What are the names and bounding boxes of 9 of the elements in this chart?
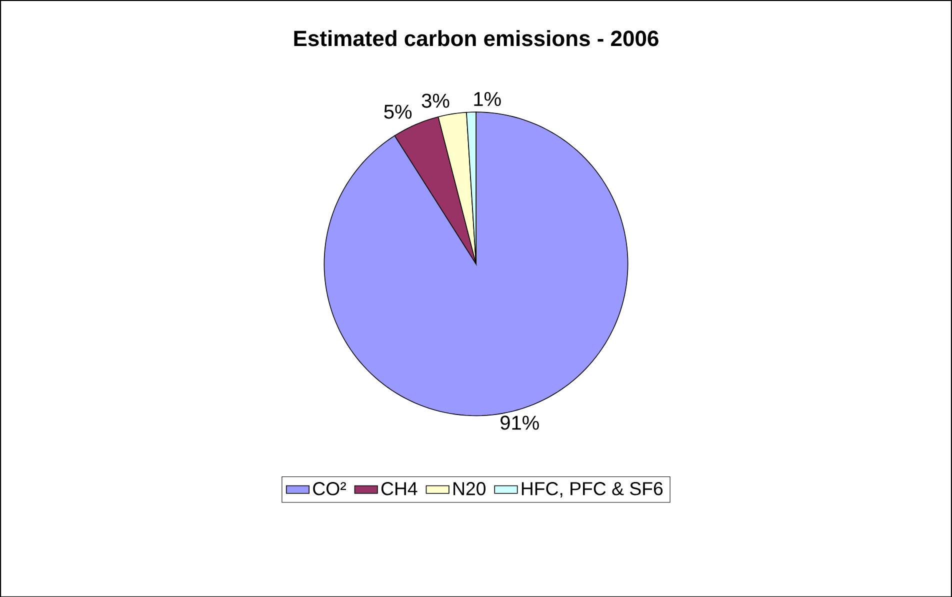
legend-label: N20 bbox=[454, 482, 486, 496]
chart-title: Estimated carbon emissions - 2006 bbox=[294, 30, 658, 46]
data-label: 5% bbox=[384, 104, 412, 119]
data-label: 1% bbox=[474, 92, 501, 106]
legend-label: CO² bbox=[313, 482, 346, 496]
legend-label: CH4 bbox=[381, 482, 418, 496]
legend-label: HFC, PFC & SF6 bbox=[522, 482, 663, 498]
data-label: 3% bbox=[422, 94, 450, 108]
data-label: 91% bbox=[500, 415, 539, 430]
